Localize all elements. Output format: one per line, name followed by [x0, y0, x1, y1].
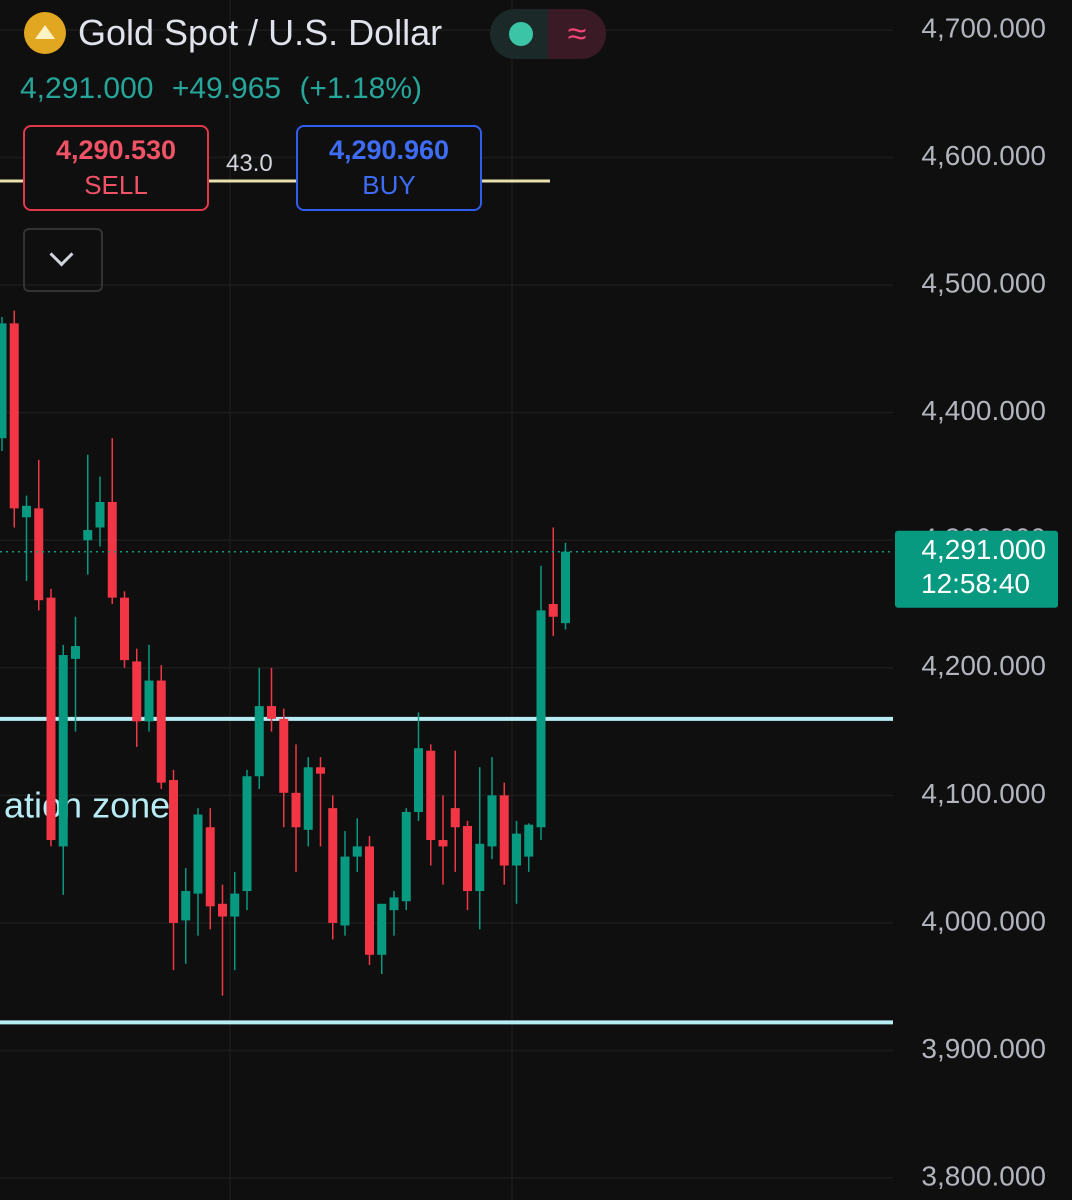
- candle-body: [132, 661, 142, 722]
- candle-body: [181, 891, 191, 921]
- candle-body: [71, 646, 80, 659]
- candle-body: [499, 795, 509, 866]
- market-status[interactable]: ≈: [490, 9, 606, 59]
- annotation: ation zone: [4, 785, 170, 826]
- candle-body: [0, 323, 7, 439]
- candle-body: [316, 767, 325, 774]
- candle-body: [169, 780, 178, 923]
- candle-body: [426, 750, 436, 841]
- candle-body: [291, 792, 301, 828]
- candle-body: [46, 597, 56, 841]
- candle-body: [193, 814, 203, 894]
- y-tick-label: 4,000.000: [921, 905, 1046, 936]
- quote-row: 4,291.000 +49.965 (+1.18%): [20, 72, 432, 106]
- candle-body: [463, 825, 472, 892]
- candle-body: [242, 776, 252, 892]
- symbol-logo: [24, 12, 66, 54]
- y-tick-label: 4,100.000: [921, 778, 1046, 809]
- candle-body: [487, 795, 497, 847]
- y-tick-label: 4,200.000: [921, 650, 1046, 681]
- y-tick-label: 4,600.000: [921, 140, 1046, 171]
- symbol-title[interactable]: Gold Spot / U.S. Dollar: [78, 12, 443, 53]
- candle-body: [401, 811, 411, 902]
- y-tick-label: 3,900.000: [921, 1033, 1046, 1064]
- last-price: 4,291.000: [20, 72, 154, 105]
- candle-body: [438, 840, 448, 847]
- spread: 43.0: [226, 150, 273, 177]
- candle-body: [254, 706, 264, 777]
- candle-body: [120, 597, 129, 661]
- buy-label: BUY: [362, 170, 416, 200]
- last-price-label: 4,291.000: [921, 534, 1046, 565]
- candle-body: [561, 551, 570, 624]
- candle-body: [95, 501, 105, 528]
- y-tick-label: 3,800.000: [921, 1160, 1046, 1191]
- y-tick-label: 4,500.000: [921, 267, 1046, 298]
- expand-button[interactable]: [23, 228, 103, 292]
- candle-body: [512, 833, 521, 866]
- sell-label: SELL: [84, 170, 148, 200]
- candle-body: [267, 706, 276, 719]
- candle-body: [475, 843, 485, 892]
- candle-body: [377, 903, 387, 955]
- candle-body: [58, 655, 68, 847]
- y-tick-label: 4,400.000: [921, 395, 1046, 426]
- status-icon: ≈: [548, 9, 606, 59]
- candle-body: [352, 846, 362, 857]
- last-price-badge: [895, 530, 1058, 608]
- price-change-pct: (+1.18%): [299, 72, 423, 105]
- candle-body: [450, 808, 460, 828]
- candle-body: [22, 505, 31, 518]
- candle-body: [340, 856, 350, 926]
- candle-body: [34, 508, 44, 601]
- candle-body: [524, 824, 534, 857]
- candle-body: [365, 846, 374, 955]
- sell-button[interactable]: 4,290.530 SELL: [23, 125, 209, 211]
- candle-body: [205, 827, 215, 907]
- countdown: 12:58:40: [921, 568, 1030, 599]
- sell-price: 4,290.530: [55, 135, 177, 165]
- candle-body: [107, 501, 117, 598]
- candle-body: [230, 893, 240, 917]
- status-dot: [509, 22, 533, 46]
- candle-body: [279, 718, 289, 793]
- candle-body: [156, 680, 166, 783]
- candle-body: [83, 530, 93, 541]
- y-tick-label: 4,700.000: [921, 12, 1046, 43]
- candle-body: [303, 767, 313, 830]
- buy-button[interactable]: 4,290.960 BUY: [296, 125, 482, 211]
- candle-body: [218, 903, 227, 917]
- candle-body: [328, 808, 338, 923]
- candle-body: [548, 604, 558, 617]
- buy-price: 4,290.960: [328, 135, 450, 165]
- candle-body: [536, 610, 546, 828]
- candle-body: [144, 680, 154, 722]
- candle-body: [9, 323, 19, 509]
- candle-body: [389, 897, 399, 911]
- price-change: +49.965: [171, 72, 282, 105]
- candle-body: [414, 748, 423, 812]
